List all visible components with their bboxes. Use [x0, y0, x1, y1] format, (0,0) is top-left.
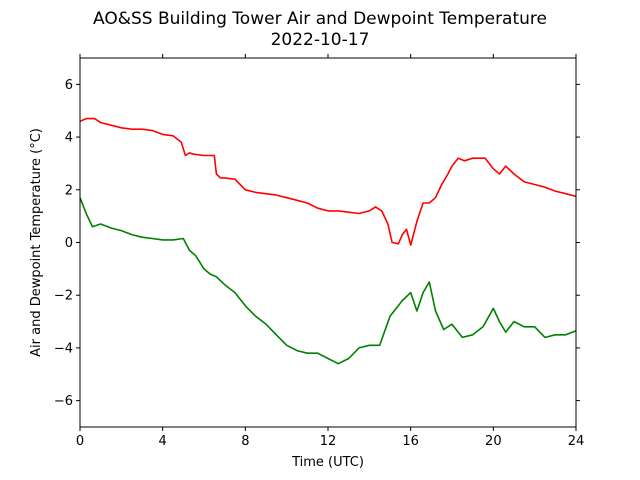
y-tick-label: −6: [54, 394, 73, 409]
series-line-2: [79, 197, 577, 365]
x-tick-label: 20: [485, 434, 502, 449]
x-axis-label: Time (UTC): [291, 455, 364, 470]
x-tick-label: 16: [402, 434, 419, 449]
y-tick-label: 0: [65, 236, 73, 251]
chart-title: AO&SS Building Tower Air and Dewpoint Te…: [93, 9, 547, 29]
y-tick-label: −2: [54, 289, 73, 304]
series-line-1: [79, 117, 577, 246]
x-tick-label: 8: [241, 434, 249, 449]
chart-subtitle: 2022-10-17: [271, 30, 370, 50]
series-layer: [79, 117, 577, 365]
y-tick-label: 4: [65, 131, 73, 146]
y-tick-label: −4: [54, 341, 73, 356]
x-tick-label: 12: [320, 434, 337, 449]
y-axis-label: Air and Dewpoint Temperature (°C): [29, 128, 44, 357]
x-tick-label: 24: [568, 434, 585, 449]
x-tick-label: 4: [159, 434, 167, 449]
y-tick-label: 2: [65, 183, 73, 198]
x-tick-label: 0: [76, 434, 84, 449]
y-tick-label: 6: [65, 78, 73, 93]
plot-frame: [79, 57, 577, 428]
